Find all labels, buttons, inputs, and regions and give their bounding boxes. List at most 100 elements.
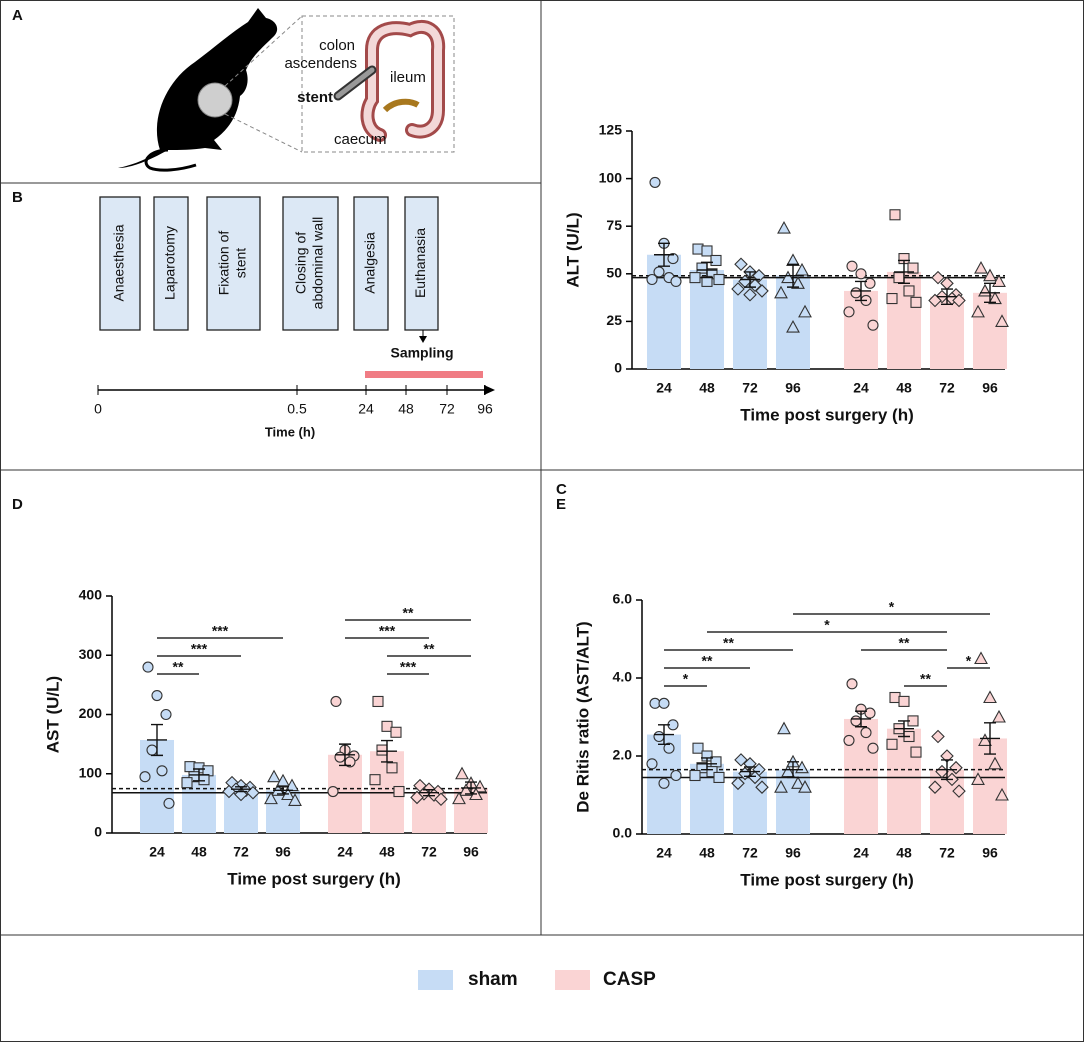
y-tick-label: 0 [94, 824, 102, 840]
y-tick-label: 100 [79, 764, 103, 780]
data-point [752, 268, 766, 283]
data-point [151, 689, 163, 702]
data-point [898, 695, 910, 707]
step-box [404, 196, 439, 331]
y-axis-title: ALT (U/L) [563, 212, 582, 287]
data-point [791, 276, 805, 289]
data-point [459, 783, 473, 796]
step-label: Anaesthesia [111, 224, 127, 301]
legend-label: sham [468, 969, 518, 990]
data-point [867, 319, 879, 331]
data-point [393, 785, 405, 798]
arrow-head [484, 385, 495, 395]
data-point [369, 774, 381, 786]
y-tick-label: 6.0 [613, 591, 633, 607]
data-point [670, 275, 682, 287]
x-tick-label: 72 [939, 845, 955, 861]
data-point [952, 784, 966, 798]
data-point [791, 776, 805, 789]
data-point [931, 729, 945, 744]
data-point [434, 792, 448, 807]
step-label: Closing of [293, 232, 309, 294]
data-point [692, 742, 704, 754]
significance-label: ** [899, 635, 910, 651]
data-point [381, 720, 393, 732]
data-point [198, 774, 210, 786]
data-point [774, 285, 788, 299]
data-point [860, 727, 872, 739]
data-point [974, 651, 988, 665]
y-tick-label: 0 [614, 360, 622, 376]
error-bar [419, 789, 439, 797]
data-point [160, 708, 172, 721]
data-point [667, 253, 679, 265]
chart: C 0 25 50 75 100 125 ALT (U/L) Time post surgery… [556, 122, 1009, 498]
y-tick-label: 25 [606, 312, 622, 328]
data-point [689, 272, 701, 284]
data-point [974, 260, 988, 274]
data-point [992, 709, 1006, 723]
step-box [282, 196, 339, 331]
x-tick-label: 48 [699, 380, 715, 396]
step-boxes: Anaesthesia Laparotomy Fixation of stent Clo… [99, 196, 439, 331]
error-bar [894, 720, 914, 738]
data-point [748, 770, 762, 785]
data-point [798, 304, 812, 318]
x-axis-title: Time post surgery (h) [740, 870, 914, 889]
data-point [288, 793, 302, 806]
diagram-label: stent [297, 89, 333, 106]
significance-label: *** [212, 623, 229, 639]
step-box [153, 196, 189, 331]
significance-label: * [966, 653, 972, 669]
x-tick-label: 48 [699, 845, 715, 861]
x-tick-label: 72 [421, 844, 437, 860]
data-point [386, 762, 398, 774]
x-axis-title: Time post surgery (h) [227, 869, 401, 888]
panel-label: D [12, 496, 23, 513]
y-tick-label: 75 [606, 217, 622, 233]
data-point [971, 772, 985, 785]
data-point [983, 268, 997, 282]
data-point [850, 287, 862, 299]
data-point [696, 262, 708, 274]
data-point [142, 661, 154, 673]
data-point [658, 697, 670, 709]
x-tick-label: 24 [853, 380, 869, 396]
bar [930, 296, 964, 369]
data-point [774, 780, 788, 793]
significance-label: ** [424, 641, 435, 657]
data-point [988, 291, 1002, 305]
data-point [327, 785, 339, 798]
data-point [843, 734, 855, 746]
error-bar [740, 271, 760, 288]
x-tick-label: 96 [982, 845, 998, 861]
x-tick-label: 48 [896, 845, 912, 861]
step-box [353, 196, 389, 331]
data-point [706, 766, 718, 778]
data-point [903, 285, 915, 297]
error-bar [851, 710, 871, 728]
x-tick-label: 48 [379, 844, 395, 860]
data-point [163, 797, 175, 809]
error-bar [697, 261, 717, 279]
data-point [663, 742, 675, 754]
panel-label: C [556, 481, 567, 498]
data-point [907, 262, 919, 274]
x-tick-label: 96 [785, 380, 801, 396]
data-point [646, 758, 658, 770]
x-tick-label: 48 [896, 380, 912, 396]
data-point [949, 760, 963, 775]
data-point [731, 776, 745, 791]
y-tick-label: 4.0 [613, 669, 633, 685]
data-point [777, 220, 791, 234]
data-point [755, 780, 769, 794]
data-point [156, 765, 168, 777]
y-tick-label: 200 [79, 705, 103, 721]
significance-label: ** [920, 671, 931, 687]
step-label: stent [233, 248, 249, 278]
data-point [995, 787, 1009, 801]
data-point [234, 787, 248, 802]
timeline-label: 96 [477, 401, 493, 417]
